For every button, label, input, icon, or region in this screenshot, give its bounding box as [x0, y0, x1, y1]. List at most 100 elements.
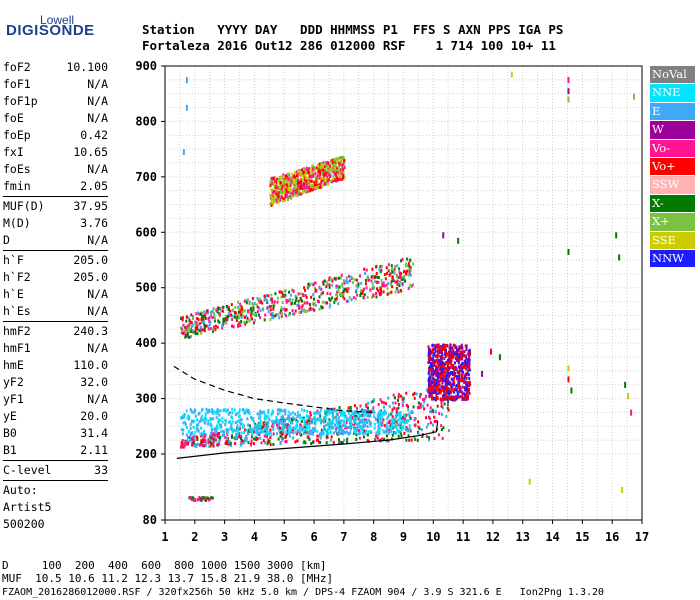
- echo-point: [299, 292, 302, 296]
- echo-point: [284, 194, 287, 198]
- panel-separator: [3, 460, 108, 461]
- echo-point: [363, 267, 366, 271]
- echo-point: [431, 408, 434, 412]
- echo-point: [463, 366, 466, 369]
- echo-point: [436, 352, 439, 356]
- echo-point: [387, 439, 390, 443]
- echo-point: [348, 416, 351, 420]
- echo-point: [379, 288, 382, 291]
- echo-point: [441, 386, 443, 390]
- echo-point: [373, 426, 376, 430]
- echo-point: [430, 389, 433, 393]
- echo-point: [328, 412, 331, 416]
- echo-point: [290, 302, 293, 306]
- echo-point: [319, 421, 322, 425]
- echo-point: [188, 415, 191, 419]
- echo-point: [377, 276, 380, 280]
- echo-point: [219, 409, 222, 412]
- echo-point: [435, 364, 437, 368]
- echo-point: [409, 258, 412, 262]
- param-name: yF2: [3, 375, 24, 389]
- echo-point: [184, 421, 186, 425]
- echo-point: [186, 416, 189, 420]
- echo-point: [279, 181, 282, 185]
- echo-point: [329, 179, 332, 183]
- echo-point: [336, 421, 338, 425]
- param-row: M(D) 3.76: [3, 215, 108, 232]
- echo-point: [325, 177, 328, 181]
- echo-point: [184, 441, 187, 444]
- echo-point: [567, 365, 570, 372]
- param-name: 500200: [3, 517, 45, 531]
- echo-point: [405, 391, 408, 395]
- echo-point: [362, 287, 365, 291]
- echo-point: [456, 359, 458, 362]
- echo-point: [307, 186, 310, 190]
- echo-point: [312, 283, 315, 287]
- echo-point: [383, 401, 385, 405]
- echo-point: [343, 281, 346, 285]
- echo-point: [303, 286, 306, 290]
- x-tick-label: 3: [221, 530, 228, 544]
- echo-point: [362, 422, 365, 426]
- echo-point: [273, 200, 276, 204]
- echo-point: [458, 358, 461, 362]
- echo-point: [403, 431, 406, 435]
- echo-point: [359, 418, 361, 422]
- echo-point: [223, 408, 226, 412]
- echo-point: [297, 413, 299, 417]
- echo-point: [324, 168, 327, 172]
- echo-point: [454, 398, 457, 402]
- echo-point: [356, 409, 359, 413]
- echo-point: [199, 443, 202, 447]
- echo-point: [305, 168, 308, 172]
- echo-point: [340, 282, 343, 286]
- echo-point: [181, 432, 184, 436]
- echo-point: [413, 417, 416, 420]
- echo-point: [455, 397, 458, 401]
- echo-point: [378, 268, 381, 272]
- echo-point: [290, 428, 292, 432]
- param-value: 205.0: [73, 253, 108, 267]
- echo-point: [365, 286, 368, 290]
- echo-point: [282, 416, 285, 420]
- echo-point: [189, 496, 192, 500]
- echo-point: [226, 318, 229, 322]
- echo-point: [339, 410, 342, 414]
- echo-point: [354, 410, 356, 414]
- echo-point: [287, 190, 290, 194]
- echo-point: [208, 316, 211, 320]
- echo-point: [298, 426, 301, 430]
- echo-point: [379, 427, 382, 431]
- param-value: N/A: [87, 233, 108, 247]
- echo-point: [355, 415, 358, 418]
- echo-point: [295, 194, 298, 198]
- echo-point: [239, 418, 242, 422]
- echo-point: [325, 413, 328, 417]
- echo-point: [239, 310, 242, 314]
- echo-point: [220, 429, 223, 433]
- echo-point: [376, 420, 379, 424]
- echo-point: [338, 166, 341, 170]
- echo-point: [312, 307, 315, 311]
- echo-point: [201, 312, 204, 316]
- echo-point: [444, 392, 447, 396]
- echo-point: [362, 435, 365, 439]
- echo-point: [379, 423, 382, 426]
- echo-point: [295, 178, 298, 182]
- echo-point: [498, 354, 501, 361]
- echo-point: [451, 366, 454, 370]
- echo-point: [234, 413, 237, 417]
- echo-point: [323, 166, 326, 170]
- echo-point: [182, 442, 185, 446]
- echo-point: [439, 378, 442, 382]
- echo-point: [351, 411, 354, 415]
- echo-point: [353, 278, 356, 282]
- echo-point: [276, 426, 279, 430]
- echo-point: [189, 408, 192, 412]
- echo-point: [244, 437, 247, 441]
- echo-point: [234, 311, 237, 315]
- param-name: Auto:: [3, 483, 38, 497]
- echo-point: [390, 290, 393, 294]
- echo-point: [185, 425, 188, 429]
